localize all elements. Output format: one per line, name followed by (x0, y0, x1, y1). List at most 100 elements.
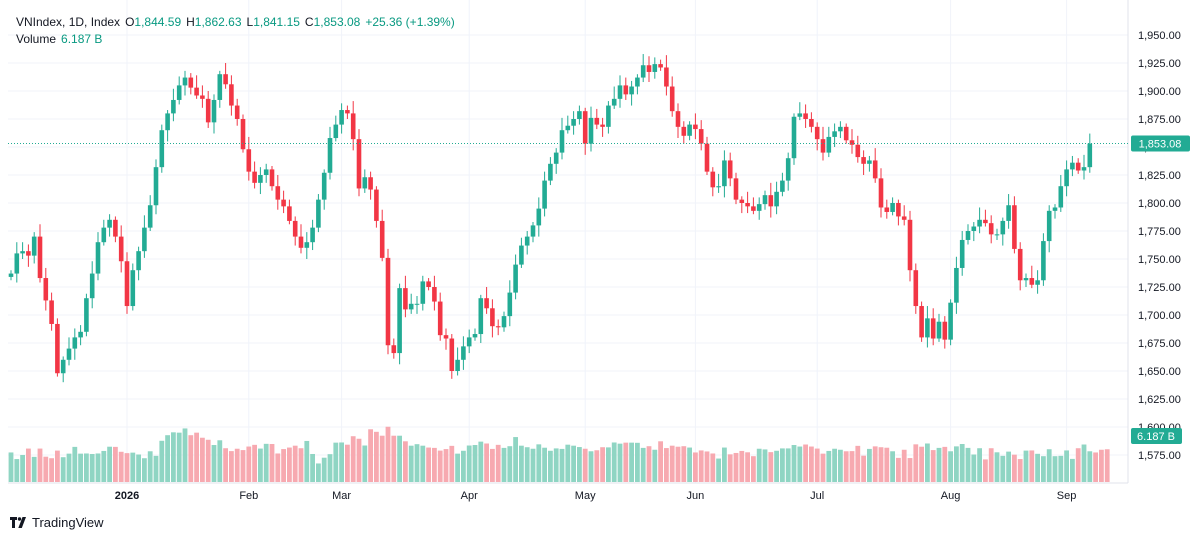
candle-body (1006, 205, 1011, 221)
candle-body (136, 251, 141, 271)
volume-bar (675, 446, 681, 482)
candle-body (333, 124, 339, 139)
volume-bar (530, 448, 536, 482)
candle-body (762, 195, 768, 205)
candle-body (803, 113, 808, 119)
candle-body (739, 199, 745, 203)
volume-bar (861, 455, 866, 482)
candle-body (350, 113, 356, 140)
candle-body (374, 189, 379, 221)
candle-body (901, 216, 907, 220)
candle-body (176, 85, 182, 100)
candle-body (200, 95, 205, 99)
candle-body (495, 326, 501, 328)
close-value: 1,853.08 (313, 15, 361, 29)
candle-body (971, 226, 977, 231)
volume-bar (907, 458, 913, 482)
tradingview-logo-icon (10, 517, 27, 528)
volume-bar (803, 444, 808, 482)
candle-body (820, 139, 826, 153)
candle-body (385, 257, 391, 346)
y-tick-label: 1,725.00 (1138, 282, 1181, 294)
volume-bar (362, 445, 368, 482)
volume-bar (733, 452, 739, 482)
candle-body (403, 288, 408, 310)
candle-body (437, 301, 443, 336)
candle-body (559, 130, 565, 153)
volume-bar (756, 448, 762, 482)
candle-body (84, 298, 89, 332)
candle-body (1041, 241, 1046, 281)
volume-bar (211, 445, 217, 482)
candle-body (797, 113, 803, 117)
candle-body (983, 219, 988, 224)
volume-bar (350, 436, 356, 482)
tradingview-brand[interactable]: TradingView (10, 515, 104, 530)
volume-bar (1023, 450, 1029, 482)
volume-bar (519, 445, 524, 482)
x-tick-label: Jun (687, 490, 705, 502)
candle-body (26, 251, 31, 256)
candle-body (861, 157, 866, 164)
candle-body (872, 160, 878, 179)
candle-body (31, 236, 37, 256)
volume-bar (171, 432, 176, 482)
volume-bar (1017, 459, 1023, 482)
candle-body (362, 177, 368, 189)
candle-body (240, 119, 246, 150)
last-price-label: 1,853.08 (1139, 139, 1182, 151)
volume-bar (379, 435, 385, 482)
candle-body (988, 223, 994, 235)
candle-body (722, 160, 727, 187)
candle-body (298, 236, 304, 248)
volume-bar (971, 454, 977, 482)
volume-bar (182, 428, 188, 482)
candle-body (925, 318, 930, 338)
volume-bar (478, 441, 484, 482)
volume-bar (26, 448, 31, 482)
volume-bar (432, 447, 437, 482)
low-label: L (246, 15, 254, 29)
volume-bar (501, 447, 507, 482)
y-tick-label: 1,625.00 (1138, 394, 1181, 406)
volume-bar (855, 445, 861, 482)
candle-body (664, 67, 669, 87)
candle-body (913, 270, 919, 307)
last-volume-label: 6.187 B (1137, 431, 1175, 443)
candle-body (269, 169, 275, 187)
volume-bar (1046, 449, 1052, 482)
volume-bar (559, 448, 565, 482)
volume-bar (101, 450, 107, 482)
candle-body (194, 87, 199, 96)
volume-bar (745, 452, 750, 482)
candle-body (930, 318, 936, 339)
volume-bar (304, 440, 310, 482)
high-label: H (186, 15, 195, 29)
candle-body (223, 74, 228, 85)
candle-body (669, 86, 675, 112)
open-label: O (125, 15, 135, 29)
volume-bar (437, 450, 443, 482)
volume-bar (20, 455, 25, 482)
volume-bar (408, 445, 414, 482)
volume-bar (269, 444, 275, 482)
candle-body (814, 126, 820, 140)
volume-bar (60, 457, 66, 482)
candle-body (1035, 280, 1040, 285)
x-tick-label: 2026 (115, 490, 139, 502)
volume-bar (484, 443, 489, 482)
volume-bar (240, 450, 246, 482)
volume-bar (565, 444, 571, 482)
volume-bar (275, 453, 281, 482)
volume-bar (426, 447, 431, 482)
volume-bar (640, 447, 646, 482)
volume-bar (553, 448, 559, 482)
candle-body (565, 125, 571, 131)
volume-bar (797, 446, 803, 482)
volume-bar (704, 451, 710, 482)
candle-body (751, 206, 756, 211)
volume-bar (490, 448, 495, 482)
candle-body (217, 74, 223, 100)
